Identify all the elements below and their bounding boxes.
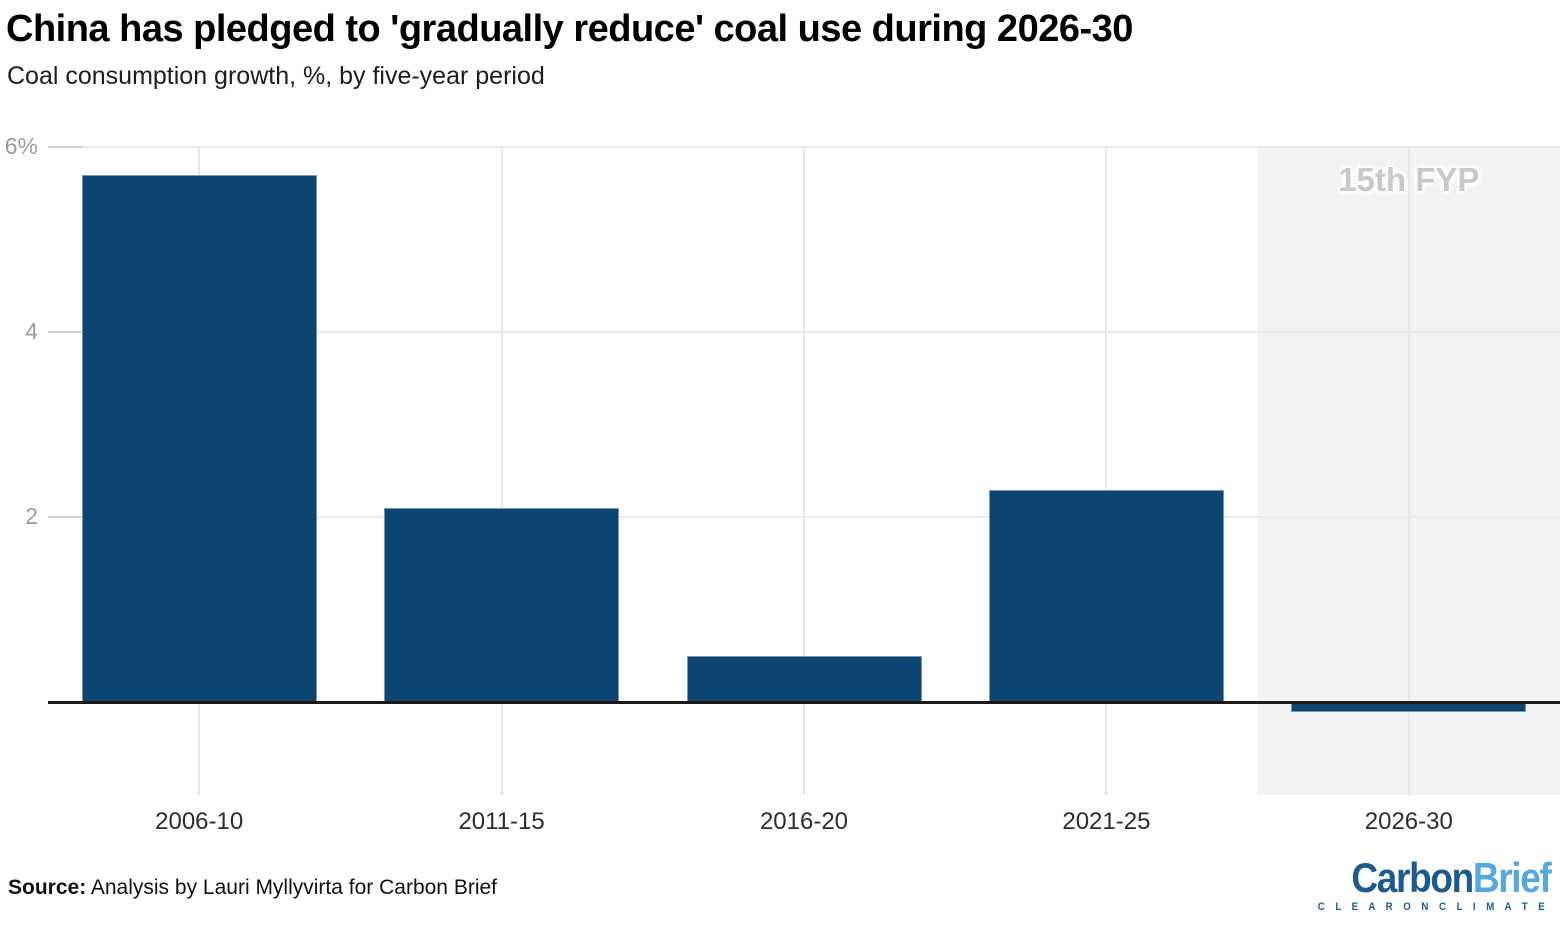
x-axis-label-2011-15: 2011-15 <box>458 808 545 835</box>
bar-2021-25 <box>988 489 1224 703</box>
logo-carbon-text: Carbon <box>1350 854 1474 901</box>
y-axis-label: 6% <box>4 133 38 159</box>
band-annotation-15th-fyp: 15th FYP <box>1338 161 1480 198</box>
chart-subtitle: Coal consumption growth, %, by five-year… <box>7 62 545 90</box>
x-axis-label-2016-20: 2016-20 <box>759 808 849 835</box>
x-axis-label-2006-10: 2006-10 <box>155 808 244 835</box>
horizontal-gridline <box>48 516 1560 519</box>
horizontal-gridline <box>48 331 1560 334</box>
bar-2016-20 <box>686 656 922 703</box>
y-axis-tick <box>48 331 82 334</box>
carbonbrief-logo: CarbonBrief C L E A R O N C L I M A T E <box>1317 854 1551 914</box>
y-axis-tick <box>48 516 82 519</box>
x-axis-label-2021-25: 2021-25 <box>1062 808 1151 835</box>
source-note: Source: Analysis by Lauri Myllyvirta for… <box>8 876 497 900</box>
x-axis-label-2026-30: 2026-30 <box>1364 808 1453 835</box>
chart-title: China has pledged to 'gradually reduce' … <box>6 8 1133 50</box>
vertical-gridline <box>1105 147 1108 795</box>
y-axis-label: 4 <box>25 318 38 345</box>
horizontal-gridline <box>48 146 1560 148</box>
bar-2011-15 <box>384 508 620 703</box>
y-axis-label: 2 <box>25 503 38 530</box>
vertical-gridline <box>1407 147 1410 795</box>
logo-tagline: C L E A R O N C L I M A T E <box>1317 901 1549 914</box>
y-axis-tick <box>48 146 82 148</box>
source-text: Analysis by Lauri Myllyvirta for Carbon … <box>86 876 497 899</box>
carbonbrief-logo-wordmark: CarbonBrief <box>1317 854 1551 901</box>
vertical-gridline <box>500 147 503 795</box>
vertical-gridline <box>803 147 805 795</box>
zero-axis-line <box>48 700 1560 704</box>
bar-2006-10 <box>81 174 317 703</box>
source-label: Source: <box>8 876 87 899</box>
bar-2026-30 <box>1291 702 1527 712</box>
logo-brief-text: Brief <box>1472 854 1551 901</box>
